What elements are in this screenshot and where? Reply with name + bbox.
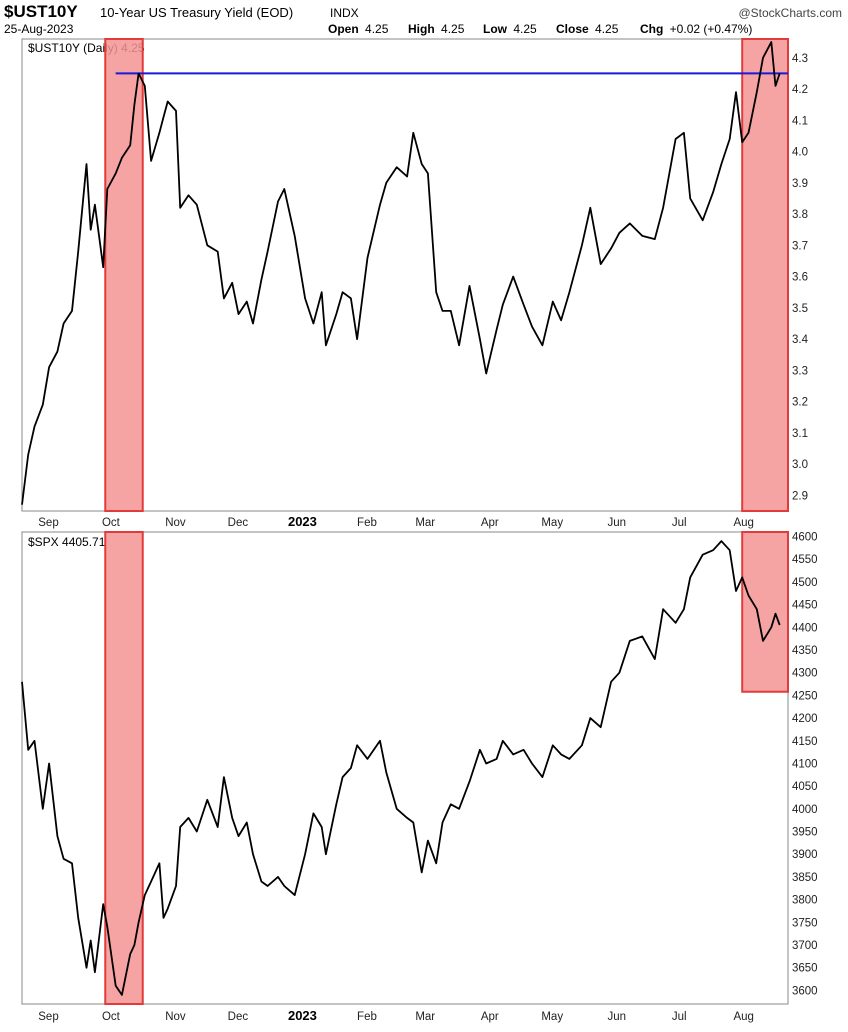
top-y-tick-label: 3.0 [792, 459, 808, 471]
top-y-tick-label: 4.3 [792, 53, 808, 65]
chg-value: +0.02 (+0.47%) [670, 22, 753, 36]
svg-text:Close 4.25: Close 4.25 [556, 22, 619, 36]
panel-bottom-frame [21, 531, 789, 1005]
bottom-x-tick-label: 2023 [288, 1008, 317, 1023]
close-label: Close [556, 22, 589, 36]
bottom-y-tick-label: 4600 [792, 532, 818, 544]
top-y-tick-label: 4.1 [792, 115, 808, 127]
bottom-y-tick-label: 4200 [792, 713, 818, 725]
svg-text:Low 4.25: Low 4.25 [483, 22, 537, 36]
top-x-tick-label: Jun [607, 517, 626, 529]
bottom-y-tick-label: 3850 [792, 872, 818, 884]
bottom-y-tick-label: 4450 [792, 600, 818, 612]
top-y-tick-label: 2.9 [792, 490, 808, 502]
top-y-tick-label: 3.1 [792, 428, 808, 440]
top-x-tick-label: Jul [672, 517, 687, 529]
bottom-y-tick-label: 3900 [792, 849, 818, 861]
bottom-y-tick-label: 4100 [792, 758, 818, 770]
top-series-line [21, 41, 781, 505]
close-value: 4.25 [595, 22, 619, 36]
panel-top-plot: 2.9 3.0 3.1 3.2 3.3 3.4 3.5 3.6 3.7 3.8 3.9 4.0 4.1 4… [21, 38, 809, 529]
bottom-y-tick-label: 4550 [792, 554, 818, 566]
top-y-tick-label: 4.0 [792, 147, 808, 159]
top-highlight-box-1 [104, 38, 144, 512]
bottom-y-tick-label: 4000 [792, 804, 818, 816]
top-highlight-box-2 [741, 38, 790, 512]
top-y-tick-label: 3.6 [792, 272, 808, 284]
top-x-tick-label: Mar [415, 517, 435, 529]
bottom-x-tick-label: Nov [165, 1011, 186, 1023]
bottom-y-tick-label: 4050 [792, 781, 818, 793]
bottom-y-tick-label: 4300 [792, 668, 818, 680]
bottom-y-tick-label: 3600 [792, 985, 818, 997]
bottom-series-line [21, 540, 781, 996]
chg-label: Chg [640, 22, 663, 36]
ticker-symbol: $UST10Y [4, 2, 78, 21]
top-x-tick-label: Dec [228, 517, 249, 529]
bottom-x-tick-label: Oct [102, 1011, 121, 1023]
top-y-tick-label: 3.3 [792, 365, 808, 377]
high-value: 4.25 [441, 22, 465, 36]
bottom-y-tick-label: 4150 [792, 736, 818, 748]
open-label: Open [328, 22, 359, 36]
open-value: 4.25 [365, 22, 389, 36]
top-y-tick-label: 3.2 [792, 397, 808, 409]
ticker-description: 10-Year US Treasury Yield (EOD) [100, 5, 293, 20]
low-label: Low [483, 22, 508, 36]
bottom-x-tick-label: May [541, 1011, 563, 1023]
top-x-tick-label: Sep [38, 517, 58, 529]
bottom-y-tick-label: 3750 [792, 917, 818, 929]
panel-bottom-legend: $SPX 4405.71 [28, 535, 106, 549]
top-x-tick-label: Feb [357, 517, 377, 529]
bottom-y-tick-label: 3700 [792, 940, 818, 952]
date-label: 25-Aug-2023 [4, 22, 74, 36]
low-value: 4.25 [513, 22, 537, 36]
bottom-x-tick-label: Mar [415, 1011, 435, 1023]
top-x-tick-label: Apr [481, 517, 499, 529]
bottom-y-tick-label: 4400 [792, 622, 818, 634]
top-x-tick-label: 2023 [288, 514, 317, 529]
bottom-y-tick-label: 3950 [792, 827, 818, 839]
bottom-y-tick-label: 4350 [792, 645, 818, 657]
svg-text:Chg +0.02 (+0.47%): Chg +0.02 (+0.47%) [640, 22, 752, 36]
bottom-x-tick-label: Feb [357, 1011, 377, 1023]
bottom-x-tick-label: Aug [733, 1011, 753, 1023]
top-y-tick-label: 3.5 [792, 303, 808, 315]
top-x-tick-label: Oct [102, 517, 121, 529]
top-y-tick-label: 3.7 [792, 240, 808, 252]
source-watermark: @StockCharts.com [738, 6, 842, 20]
top-x-tick-label: Aug [733, 517, 753, 529]
bottom-y-tick-label: 3650 [792, 963, 818, 975]
bottom-x-tick-label: Apr [481, 1011, 499, 1023]
top-y-tick-label: 3.4 [792, 334, 809, 346]
top-x-tick-label: Nov [165, 517, 186, 529]
bottom-highlight-box-1 [104, 531, 144, 1005]
bottom-x-tick-label: Jul [672, 1011, 687, 1023]
top-x-tick-label: May [541, 517, 563, 529]
bottom-y-tick-label: 4500 [792, 577, 818, 589]
top-y-tick-label: 3.8 [792, 209, 808, 221]
high-label: High [408, 22, 435, 36]
svg-text:High 4.25: High 4.25 [408, 22, 465, 36]
bottom-y-tick-label: 4250 [792, 690, 818, 702]
top-y-tick-label: 4.2 [792, 84, 808, 96]
svg-text:Open 4.25: Open 4.25 [328, 22, 389, 36]
bottom-x-tick-label: Sep [38, 1011, 58, 1023]
exchange-label: INDX [330, 6, 359, 20]
bottom-highlight-box-2 [741, 531, 790, 693]
bottom-x-tick-label: Dec [228, 1011, 249, 1023]
panel-bottom-plot: 3600 3650 3700 3750 3800 3850 3900 3950 4000 4050… [21, 531, 818, 1023]
bottom-x-tick-label: Jun [607, 1011, 626, 1023]
bottom-y-tick-label: 3800 [792, 895, 818, 907]
top-y-tick-label: 3.9 [792, 178, 808, 190]
